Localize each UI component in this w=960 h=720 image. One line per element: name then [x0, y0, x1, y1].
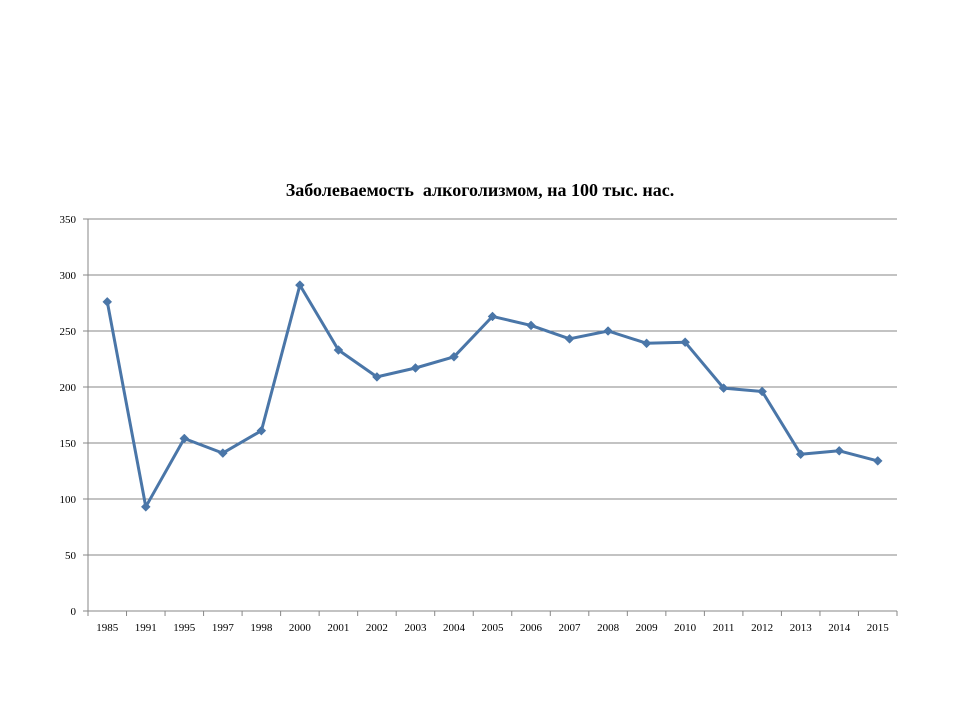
x-tick-label-2002: 2002: [366, 622, 388, 634]
x-tick-label-2006: 2006: [520, 622, 543, 634]
data-point-1997: [217, 448, 228, 458]
data-point-1995: [179, 433, 190, 444]
x-tick-label-2015: 2015: [867, 622, 890, 634]
data-point-2015: [872, 456, 883, 466]
x-tick-label-1991: 1991: [135, 622, 157, 634]
x-tick-label-2014: 2014: [828, 622, 851, 634]
x-tick-label-2003: 2003: [404, 622, 427, 634]
y-tick-label: 0: [71, 606, 77, 618]
y-tick-label: 150: [60, 438, 77, 450]
x-tick-label-1995: 1995: [173, 622, 196, 634]
x-tick-label-2005: 2005: [482, 622, 505, 634]
x-tick-label-1997: 1997: [212, 622, 235, 634]
x-tick-label-2001: 2001: [327, 622, 349, 634]
data-point-2004: [449, 351, 459, 362]
x-tick-label-2007: 2007: [559, 622, 582, 634]
x-tick-label-2010: 2010: [674, 622, 697, 634]
y-tick-label: 100: [60, 494, 77, 506]
y-tick-labels: 0 50 100 150 200 250 300 350: [60, 214, 77, 618]
x-tick-label-2004: 2004: [443, 622, 466, 634]
data-point-2000: [295, 280, 305, 290]
data-point-2012: [757, 386, 768, 397]
data-point-1998: [256, 425, 267, 436]
data-point-2010: [680, 337, 690, 348]
chart-title: Заболеваемость алкоголизмом, на 100 тыс.…: [285, 180, 675, 200]
y-tick-label: 200: [60, 382, 77, 394]
axes: [83, 218, 898, 616]
x-tick-label-2012: 2012: [751, 622, 773, 634]
gridlines: [88, 218, 897, 556]
data-point-2002: [372, 372, 382, 382]
series-group: [102, 280, 883, 512]
y-tick-label: 350: [60, 214, 77, 226]
data-point-2013: [795, 449, 806, 460]
x-tick-labels: 1985 1991 1995 1997 1998 2000 2001 2002 2003 2004…: [96, 622, 889, 634]
x-tick-label-2009: 2009: [636, 622, 659, 634]
x-tick-label-1985: 1985: [96, 622, 119, 634]
x-tick-label-2000: 2000: [289, 622, 312, 634]
x-tick-label-2013: 2013: [790, 622, 813, 634]
data-point-2001: [333, 345, 344, 355]
data-point-2006: [526, 320, 536, 331]
y-tick-label: 300: [60, 270, 77, 282]
data-point-2011: [718, 383, 729, 393]
x-tick-label-2011: 2011: [713, 622, 735, 634]
data-point-2007: [564, 333, 575, 344]
data-point-1985: [102, 297, 113, 307]
x-tick-label-1998: 1998: [250, 622, 273, 634]
x-tick-label-2008: 2008: [597, 622, 620, 634]
data-point-1991: [140, 501, 151, 512]
data-point-2009: [641, 338, 652, 349]
data-point-2003: [410, 363, 421, 373]
data-point-2008: [603, 326, 613, 336]
y-tick-label: 250: [60, 326, 77, 338]
y-tick-label: 50: [65, 550, 77, 562]
data-point-2014: [834, 445, 845, 456]
data-point-2005: [487, 311, 498, 322]
